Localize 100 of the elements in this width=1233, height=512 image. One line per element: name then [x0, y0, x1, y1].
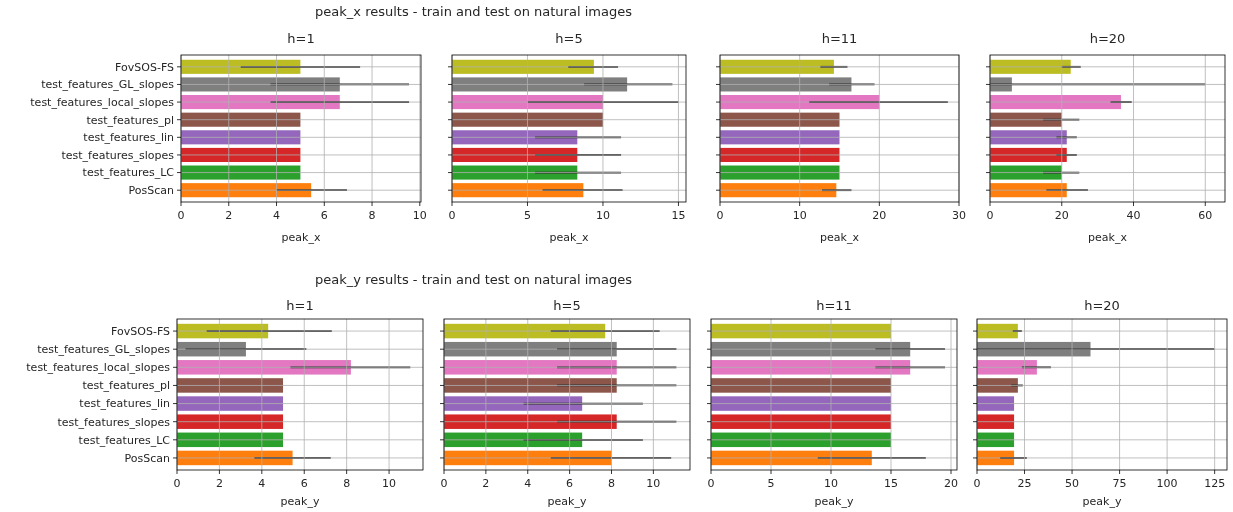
x-axis-title: peak_y: [1082, 495, 1122, 508]
bar: [720, 59, 834, 74]
y-tick-label: test_features_local_slopes: [26, 361, 171, 375]
x-axis-title: peak_x: [820, 231, 860, 244]
bar: [181, 77, 340, 92]
x-tick-label: 2: [215, 477, 223, 490]
bar: [177, 396, 284, 411]
x-tick-label: 20: [872, 209, 887, 222]
chart-title: h=11: [816, 298, 852, 313]
x-tick-label: 0: [716, 209, 724, 222]
x-axis-title: peak_y: [280, 495, 320, 508]
y-tick-label: test_features_pl: [82, 379, 170, 393]
y-tick-label: test_features_slopes: [61, 148, 175, 162]
x-tick-label: 75: [1112, 477, 1127, 490]
bar: [444, 396, 583, 411]
x-tick-label: 60: [1198, 209, 1213, 222]
chart-title: h=11: [821, 31, 858, 46]
bar: [977, 396, 1015, 411]
x-tick-label: 6: [300, 477, 308, 490]
y-tick-label: test_features_slopes: [57, 415, 171, 429]
x-tick-label: 4: [258, 477, 266, 490]
x-axis-title: peak_y: [547, 495, 587, 508]
x-tick-label: 10: [382, 477, 397, 490]
chart-title: h=20: [1089, 31, 1126, 46]
x-tick-label: 15: [884, 477, 898, 490]
bar: [452, 112, 603, 127]
y-tick-label: test_features_lin: [79, 397, 171, 411]
y-tick-label: FovSOS-FS: [111, 324, 171, 338]
bar: [177, 378, 284, 393]
bar: [452, 165, 578, 180]
x-tick-label: 8: [343, 477, 351, 490]
x-tick-label: 2: [482, 477, 490, 490]
x-tick-label: 8: [607, 477, 615, 490]
x-tick-label: 100: [1156, 477, 1178, 490]
text: peak_y results - train and test on natural images: [315, 272, 633, 287]
x-tick-label: 10: [646, 477, 661, 490]
x-tick-label: 6: [320, 209, 328, 222]
y-tick-label: PosScan: [128, 184, 175, 198]
x-tick-label: 2: [225, 209, 233, 222]
bar: [720, 165, 840, 180]
x-tick-label: 50: [1065, 477, 1080, 490]
chart-title: h=1: [286, 298, 314, 313]
x-axis-title: peak_x: [281, 231, 321, 244]
x-tick-label: 10: [824, 477, 838, 490]
bar: [181, 165, 301, 180]
x-tick-label: 0: [177, 209, 185, 222]
chart-title: h=5: [555, 31, 583, 46]
x-axis-title: peak_x: [549, 231, 589, 244]
y-tick-label: test_features_GL_slopes: [41, 78, 175, 92]
bar: [977, 378, 1018, 393]
x-tick-label: 0: [448, 209, 456, 222]
x-tick-label: 6: [566, 477, 574, 490]
bar: [990, 165, 1062, 180]
x-tick-label: 30: [952, 209, 966, 222]
chart-title: h=1: [287, 31, 315, 46]
x-tick-label: 15: [671, 209, 686, 222]
x-tick-label: 5: [523, 209, 531, 222]
bar: [452, 77, 628, 92]
bar: [977, 360, 1037, 375]
y-tick-label: test_features_lin: [83, 131, 175, 145]
bar: [177, 414, 284, 429]
x-tick-label: 0: [707, 477, 715, 490]
x-tick-label: 0: [440, 477, 448, 490]
text: peak_x results - train and test on natural images: [315, 4, 633, 19]
chart-title: h=5: [553, 298, 581, 313]
y-tick-label: test_features_LC: [82, 166, 175, 180]
y-tick-label: test_features_local_slopes: [30, 95, 175, 109]
x-tick-label: 10: [792, 209, 807, 222]
bar: [444, 414, 617, 429]
y-tick-label: test_features_pl: [86, 113, 174, 127]
x-axis-title: peak_x: [1088, 231, 1128, 244]
x-tick-label: 20: [944, 477, 958, 490]
bar: [720, 183, 837, 198]
x-tick-label: 40: [1126, 209, 1141, 222]
bar: [177, 360, 351, 375]
x-tick-label: 5: [767, 477, 775, 490]
x-tick-label: 0: [973, 477, 981, 490]
x-tick-label: 25: [1017, 477, 1032, 490]
bar: [181, 130, 301, 145]
x-tick-label: 10: [595, 209, 610, 222]
chart-title: h=20: [1084, 298, 1120, 313]
y-tick-label: PosScan: [124, 451, 171, 465]
bar: [720, 77, 852, 92]
x-tick-label: 0: [986, 209, 994, 222]
x-tick-label: 10: [412, 209, 427, 222]
x-tick-label: 4: [273, 209, 281, 222]
bar: [444, 360, 617, 375]
x-tick-label: 0: [173, 477, 181, 490]
bar: [977, 414, 1015, 429]
x-tick-label: 8: [368, 209, 376, 222]
bar: [452, 59, 594, 74]
x-tick-label: 20: [1054, 209, 1069, 222]
bar: [720, 112, 840, 127]
x-axis-title: peak_y: [814, 495, 854, 508]
bar: [720, 130, 840, 145]
y-tick-label: FovSOS-FS: [115, 60, 175, 74]
bar: [181, 112, 301, 127]
bar: [444, 378, 617, 393]
y-tick-label: test_features_GL_slopes: [37, 343, 171, 357]
x-tick-label: 125: [1204, 477, 1226, 490]
